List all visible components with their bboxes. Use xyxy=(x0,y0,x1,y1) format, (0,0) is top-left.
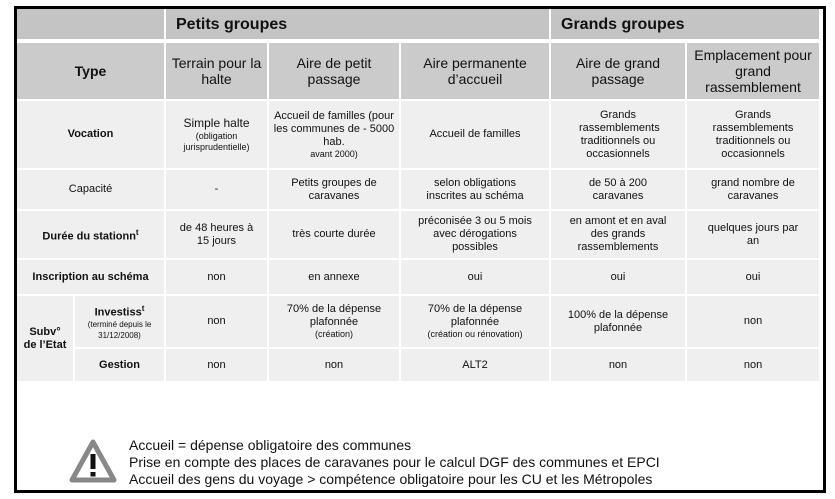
group-header-row: Petits groupes Grands groupes xyxy=(17,9,820,43)
row-label-sup: t xyxy=(141,303,145,313)
cell: de 48 heures à 15 jours xyxy=(166,211,267,260)
col-header: Aire permanente d’accueil xyxy=(401,43,549,101)
cell-text: 70% de la dépense plafonnée xyxy=(286,303,382,328)
cell: non xyxy=(687,296,820,349)
col-header: Terrain pour la halte xyxy=(166,43,267,101)
subv-label: Subv° de l’Etat xyxy=(17,296,73,383)
row-duree: Durée du stationnt de 48 heures à 15 jou… xyxy=(17,211,820,260)
cell: ALT2 xyxy=(401,349,549,383)
cell: quelques jours par an xyxy=(687,211,820,260)
col-header: Emplacement pour grand rassemblement xyxy=(687,43,820,101)
note-line: Accueil = dépense obligatoire des commun… xyxy=(129,437,412,453)
row-gestion: Gestion non non ALT2 non non xyxy=(17,349,820,383)
row-investissement: Subv° de l’Etat Investisst (terminé depui… xyxy=(17,296,820,383)
cell: 70% de la dépense plafonnée (création ou … xyxy=(401,296,549,349)
note-line: Prise en compte des places de caravanes … xyxy=(129,454,660,470)
col-header: Aire de petit passage xyxy=(269,43,399,101)
row-label: Vocation xyxy=(17,101,164,170)
cell: oui xyxy=(401,260,549,296)
cell: Simple halte (obligation jurisprudentiell… xyxy=(166,101,267,170)
cell-text: Simple halte xyxy=(183,115,250,130)
blank-cell xyxy=(17,9,164,43)
cell: Accueil de familles xyxy=(401,101,549,170)
document-frame: Petits groupes Grands groupes Type Terra… xyxy=(14,6,826,493)
row-label: Gestion xyxy=(75,349,164,383)
cell: non xyxy=(551,349,685,383)
cell-note: avant 2000) xyxy=(310,148,358,159)
cell: oui xyxy=(687,260,820,296)
cell: Grands rassemblements traditionnels ou o… xyxy=(687,101,820,170)
row-label: Durée du stationnt xyxy=(17,211,164,260)
cell: Petits groupes de caravanes xyxy=(269,170,399,211)
cell: oui xyxy=(551,260,685,296)
row-label-note: (terminé depuis le 31/12/2008) xyxy=(87,320,152,341)
row-label: Investisst (terminé depuis le 31/12/2008) xyxy=(75,296,164,349)
warning-triangle-icon xyxy=(69,439,117,483)
cell: 70% de la dépense plafonnée (création) xyxy=(269,296,399,349)
comparison-table: Petits groupes Grands groupes Type Terra… xyxy=(15,9,821,383)
row-label-text: Investiss xyxy=(94,306,142,319)
notes: Accueil = dépense obligatoire des commun… xyxy=(129,437,660,488)
cell: préconisée 3 ou 5 mois avec dérogations … xyxy=(401,211,549,260)
cell: 100% de la dépense plafonnée xyxy=(551,296,685,349)
cell: Grands rassemblements traditionnels ou o… xyxy=(551,101,685,170)
group-grands: Grands groupes xyxy=(551,9,820,43)
col-header: Aire de grand passage xyxy=(551,43,685,101)
cell-note: (création) xyxy=(314,329,353,339)
row-vocation: Vocation Simple halte (obligation jurispr… xyxy=(17,101,820,170)
row-label: Inscription au schéma xyxy=(17,260,164,296)
cell: selon obligations inscrites au schéma xyxy=(401,170,549,211)
cell: non xyxy=(687,349,820,383)
cell: non xyxy=(166,296,267,349)
type-label: Type xyxy=(17,43,164,101)
cell-text: Accueil de familles (pour les communes d… xyxy=(273,109,395,148)
note-line: Accueil des gens du voyage > compétence … xyxy=(129,471,653,487)
cell: - xyxy=(166,170,267,211)
cell: non xyxy=(269,349,399,383)
cell: de 50 à 200 caravanes xyxy=(551,170,685,211)
row-inscription: Inscription au schéma non en annexe oui … xyxy=(17,260,820,296)
row-capacite: Capacité - Petits groupes de caravanes s… xyxy=(17,170,820,211)
cell: grand nombre de caravanes xyxy=(687,170,820,211)
cell: non xyxy=(166,260,267,296)
cell: non xyxy=(166,349,267,383)
cell: en amont et en aval des grands rassemble… xyxy=(551,211,685,260)
group-petits: Petits groupes xyxy=(166,9,549,43)
cell-text: 70% de la dépense plafonnée xyxy=(427,303,523,328)
cell: Accueil de familles (pour les communes d… xyxy=(269,101,399,170)
cell: en annexe xyxy=(269,260,399,296)
cell-note: (création ou rénovation) xyxy=(427,329,523,339)
row-label-sup: t xyxy=(135,227,139,237)
type-header-row: Type Terrain pour la halte Aire de petit… xyxy=(17,43,820,101)
cell: très courte durée xyxy=(269,211,399,260)
cell-note: (obligation jurisprudentielle) xyxy=(183,130,250,152)
row-label: Capacité xyxy=(17,170,164,211)
row-label-text: Durée du stationn xyxy=(42,230,136,243)
